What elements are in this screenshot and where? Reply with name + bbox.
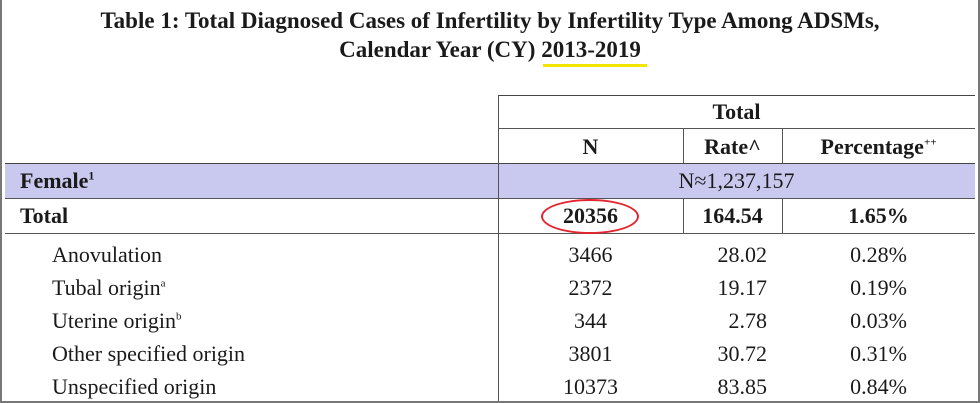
row-label: Uterine originb xyxy=(52,308,182,334)
row-rate: 83.85 xyxy=(717,374,768,399)
row-percentage: 0.28% xyxy=(850,242,907,267)
header-n: N xyxy=(582,134,599,159)
header-percentage-label: Percentage xyxy=(820,134,924,159)
female-population: N≈1,237,157 xyxy=(678,168,795,193)
row-percentage: 0.03% xyxy=(850,308,907,333)
total-n-rate-rule xyxy=(683,198,684,233)
row-label-sup: b xyxy=(176,310,182,323)
row-label: Anovulation xyxy=(52,242,162,267)
row-label: Other specified origin xyxy=(52,341,246,366)
header-bottom-rule xyxy=(5,163,975,164)
label-col-rule xyxy=(498,95,499,401)
row-rate: 19.17 xyxy=(717,275,768,300)
annotation-circle xyxy=(541,199,639,234)
header-percentage-sup: ++ xyxy=(923,136,937,149)
title-line-2-prefix: Calendar Year (CY) xyxy=(339,37,542,62)
title-line-2: Calendar Year (CY) 2013-2019 xyxy=(0,35,980,67)
row-rate: 30.72 xyxy=(717,341,768,366)
female-row-band xyxy=(5,164,975,198)
group-rule xyxy=(498,128,975,129)
row-n: 10373 xyxy=(563,374,618,399)
title-line-1: Table 1: Total Diagnosed Cases of Infert… xyxy=(100,8,880,33)
total-label: Total xyxy=(20,203,69,228)
rate-pct-rule xyxy=(782,128,783,163)
total-rate: 164.54 xyxy=(702,203,763,228)
row-n: 344 xyxy=(574,308,607,333)
row-n: 3466 xyxy=(568,242,613,267)
row-rate: 2.78 xyxy=(728,308,768,333)
header-percentage: Percentage++ xyxy=(782,134,975,160)
female-bottom-rule xyxy=(5,198,975,199)
row-label-text: Uterine origin xyxy=(52,308,177,333)
row-label-sup: a xyxy=(160,277,166,290)
female-label-sup: 1 xyxy=(88,168,95,183)
header-group-total: Total xyxy=(712,99,761,124)
female-label: Female1 xyxy=(20,168,94,194)
row-label-text: Tubal origin xyxy=(52,275,161,300)
row-percentage: 0.19% xyxy=(850,275,907,300)
row-percentage: 0.31% xyxy=(850,341,907,366)
total-bottom-rule xyxy=(5,233,975,234)
total-percentage: 1.65% xyxy=(848,203,909,228)
table-title: Table 1: Total Diagnosed Cases of Infert… xyxy=(0,6,980,67)
row-rate: 28.02 xyxy=(717,242,768,267)
header-rate: Rate^ xyxy=(704,134,761,159)
highlighted-years: 2013-2019 xyxy=(541,37,647,67)
row-n: 2372 xyxy=(568,275,613,300)
row-label: Tubal origina xyxy=(52,275,165,301)
row-n: 3801 xyxy=(568,341,613,366)
header-top-rule xyxy=(498,95,975,96)
row-label: Unspecified origin xyxy=(52,374,217,399)
total-rate-pct-rule xyxy=(782,198,783,233)
row-percentage: 0.84% xyxy=(850,374,907,399)
n-rate-rule xyxy=(683,128,684,163)
female-label-text: Female xyxy=(20,168,89,193)
